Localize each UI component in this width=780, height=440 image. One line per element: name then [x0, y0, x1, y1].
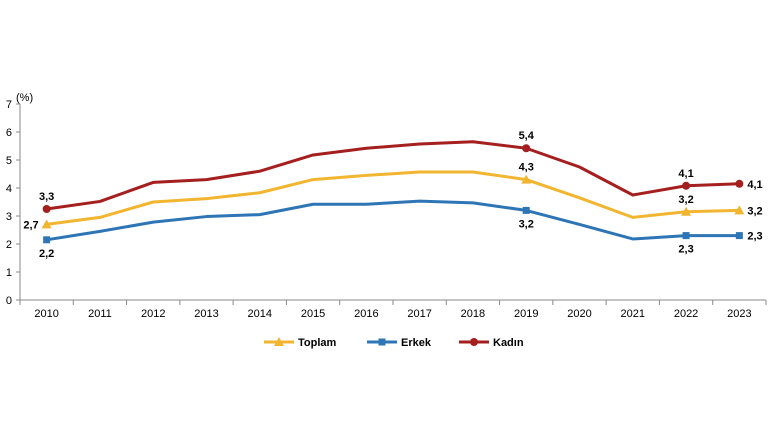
y-tick-label: 5	[6, 155, 12, 167]
series-kad-n: 3,3 5,4 4,1 4,1	[39, 130, 763, 213]
series-line	[45, 199, 741, 242]
data-point-marker	[735, 179, 744, 188]
x-tick-label: 2015	[301, 308, 325, 320]
axes: 0 1 2 3 4 5 6 7 2010 2011 2012 2013 2014 2015 2016 2017…	[6, 99, 767, 320]
data-point-marker	[682, 181, 691, 190]
x-tick-label: 2020	[567, 308, 591, 320]
legend-marker	[378, 338, 386, 346]
x-tick-label: 2010	[34, 308, 58, 320]
data-label: 5,4	[519, 130, 535, 142]
y-tick-label: 1	[6, 267, 12, 279]
legend-item-kad-n: Kadın	[459, 337, 524, 349]
x-tick-label: 2022	[674, 308, 698, 320]
legend-marker	[274, 337, 284, 346]
data-point-marker	[734, 205, 745, 215]
x-tick-label: 2013	[194, 308, 218, 320]
data-point-marker	[682, 232, 690, 240]
y-tick-label: 6	[6, 127, 12, 139]
y-tick-label: 2	[6, 239, 12, 251]
data-label: 4,3	[519, 162, 534, 174]
y-tick-label: 4	[6, 183, 12, 195]
y-tick-label: 3	[6, 211, 12, 223]
y-tick-label: 0	[6, 295, 12, 307]
data-label: 4,1	[747, 179, 762, 191]
legend: Toplam Erkek Kadın	[264, 337, 524, 349]
y-tick-label: 7	[6, 99, 12, 111]
x-tick-label: 2019	[514, 308, 538, 320]
x-tick-label: 2023	[727, 308, 751, 320]
legend-label: Kadın	[493, 337, 524, 349]
data-label: 2,3	[678, 244, 693, 256]
data-label: 3,2	[519, 218, 534, 230]
data-point-marker	[522, 206, 530, 214]
series-line	[45, 170, 741, 226]
data-point-marker	[42, 205, 51, 213]
x-tick-label: 2021	[621, 308, 645, 320]
series-erkek: 2,2 3,2 2,3 2,3	[39, 199, 763, 260]
x-tick-label: 2016	[354, 308, 378, 320]
legend-marker	[470, 338, 478, 346]
series-line	[45, 140, 741, 211]
data-label: 4,1	[678, 168, 693, 180]
series-toplam: 2,7 4,3 3,2 3,2	[23, 162, 762, 232]
data-label: 3,3	[39, 191, 54, 203]
x-tick-label: 2017	[407, 308, 431, 320]
legend-item-erkek: Erkek	[367, 337, 432, 349]
data-point-marker	[521, 174, 532, 184]
x-tick-label: 2012	[141, 308, 165, 320]
y-unit-label: (%)	[16, 92, 33, 104]
data-label: 2,3	[747, 231, 762, 243]
data-label: 3,2	[747, 205, 762, 217]
data-point-marker	[735, 232, 743, 240]
x-tick-label: 2011	[88, 308, 112, 320]
data-label: 2,7	[23, 219, 38, 231]
data-point-marker	[43, 236, 51, 244]
data-point-marker	[681, 206, 692, 216]
data-label: 2,2	[39, 248, 54, 260]
x-tick-label: 2014	[248, 308, 272, 320]
legend-item-toplam: Toplam	[264, 337, 337, 349]
x-tick-label: 2018	[461, 308, 485, 320]
data-label: 3,2	[678, 194, 693, 206]
legend-label: Erkek	[401, 337, 432, 349]
legend-label: Toplam	[298, 337, 337, 349]
data-point-marker	[41, 219, 52, 229]
series-layer: 2,7 4,3 3,2 3,2 2,2 3,2 2,3 2,3 3,3 5,4 4,1 4,1	[23, 130, 762, 260]
data-point-marker	[522, 144, 531, 153]
